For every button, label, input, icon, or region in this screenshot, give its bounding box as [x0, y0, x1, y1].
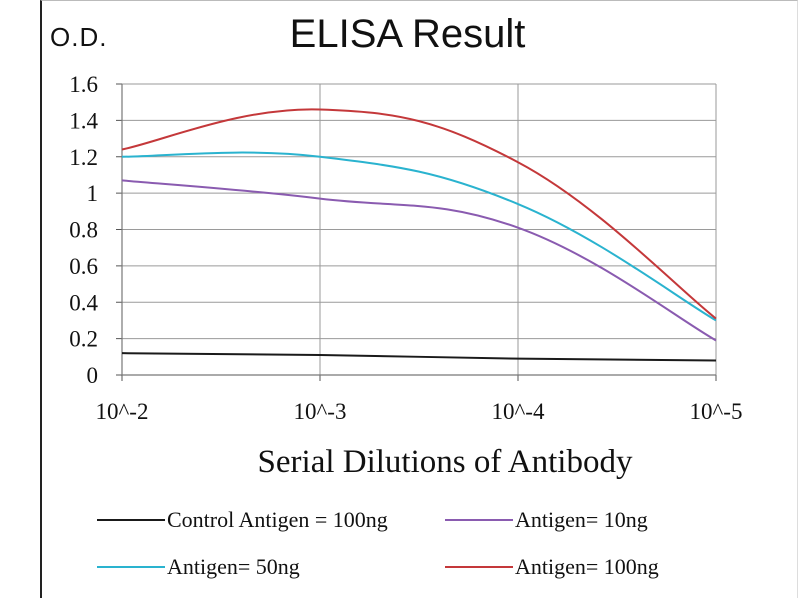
y-tick-label: 0 — [87, 363, 99, 388]
series-line-4 — [121, 108, 717, 320]
y-tick-label: 1.2 — [69, 145, 98, 170]
x-tick-label: 10^-2 — [96, 399, 149, 424]
y-tick-label: 0.6 — [69, 254, 98, 279]
y-tick-label: 0.4 — [69, 290, 98, 315]
chart-title: ELISA Result — [289, 12, 526, 56]
chart-frame — [40, 0, 798, 598]
grid — [122, 83, 717, 375]
legend-label-3: Antigen= 50ng — [167, 554, 300, 579]
x-tick-label: 10^-4 — [492, 399, 545, 424]
x-tick-label: 10^-3 — [294, 399, 347, 424]
legend: Control Antigen = 100ng Antigen= 10ng Anti… — [97, 507, 659, 579]
series-line-2 — [121, 179, 717, 342]
axes: 0 0.2 0.4 0.6 0.8 1 1.2 1.4 1.6 10^-2 10^-3 10^-4 10… — [69, 72, 742, 424]
series-line-1 — [121, 352, 717, 362]
y-tick-label: 1 — [87, 181, 99, 206]
legend-label-2: Antigen= 10ng — [515, 507, 648, 532]
y-tick-label: 1.6 — [69, 72, 98, 97]
series-line-3 — [121, 151, 717, 322]
series-lines — [121, 108, 717, 362]
y-tick-label: 0.2 — [69, 327, 98, 352]
x-tick-label: 10^-5 — [690, 399, 743, 424]
y-tick-label: 0.8 — [69, 218, 98, 243]
legend-label-1: Control Antigen = 100ng — [167, 507, 388, 532]
x-axis-label: Serial Dilutions of Antibody — [257, 444, 633, 480]
y-tick-label: 1.4 — [69, 108, 98, 133]
y-axis-label: O.D. — [50, 22, 108, 52]
legend-label-4: Antigen= 100ng — [515, 554, 659, 579]
